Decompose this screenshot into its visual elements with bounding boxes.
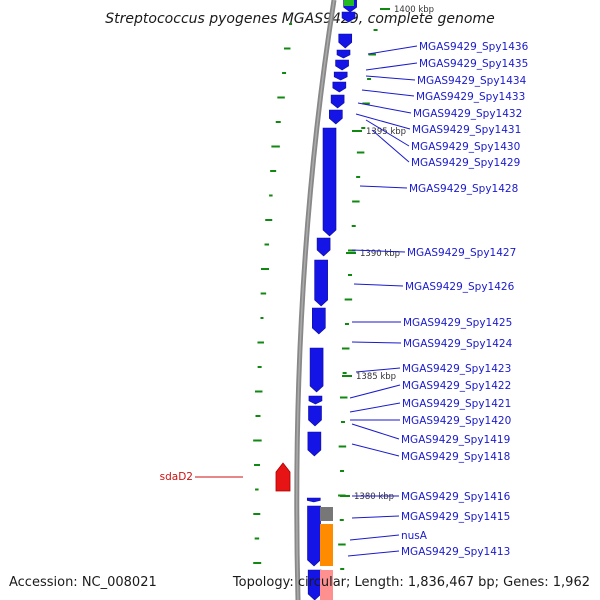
leader-line xyxy=(355,367,401,373)
topology-text: Topology: circular; Length: 1,836,467 bp… xyxy=(232,575,590,590)
gene-arrow[interactable] xyxy=(308,405,322,427)
gene-label[interactable]: MGAS9429_Spy1435 xyxy=(419,58,528,70)
gene-label[interactable]: MGAS9429_Spy1430 xyxy=(411,141,520,153)
gene-label[interactable]: MGAS9429_Spy1429 xyxy=(411,157,520,169)
leader-line xyxy=(353,283,404,287)
leader-line xyxy=(365,119,410,147)
gene-arrow[interactable] xyxy=(308,395,323,405)
gray-gene-block[interactable] xyxy=(320,507,333,521)
gene-arrow[interactable] xyxy=(307,431,322,457)
gene-label[interactable]: MGAS9429_Spy1425 xyxy=(403,317,512,329)
gene-label[interactable]: MGAS9429_Spy1413 xyxy=(401,546,510,558)
gene-arrow[interactable] xyxy=(312,307,326,335)
gene-label[interactable]: MGAS9429_Spy1423 xyxy=(402,363,511,375)
gene-arrow[interactable] xyxy=(333,71,348,81)
gene-label[interactable]: MGAS9429_Spy1422 xyxy=(402,380,511,392)
leader-line xyxy=(359,185,408,189)
genome-backbone-inner xyxy=(296,0,335,600)
leader-line xyxy=(351,443,400,457)
gene-label[interactable]: MGAS9429_Spy1426 xyxy=(405,281,515,293)
leader-line xyxy=(365,75,416,81)
leader-line xyxy=(371,129,410,163)
highlight-gene-sdaD2[interactable]: sdaD2 xyxy=(160,462,291,492)
ruler-tick-label: 1400 kbp xyxy=(394,5,434,15)
leader-line xyxy=(351,515,400,519)
leader-line xyxy=(367,45,418,55)
leader-line xyxy=(365,62,418,71)
ruler-tick-label: 1380 kbp xyxy=(354,492,394,502)
gene-arrow[interactable] xyxy=(338,33,353,49)
page-title: Streptococcus pyogenes MGAS9429, complet… xyxy=(105,11,494,27)
highlight-gene-label[interactable]: sdaD2 xyxy=(160,471,193,483)
gene-label[interactable]: MGAS9429_Spy1421 xyxy=(402,398,511,410)
gc-skew-ticks-left xyxy=(253,23,293,564)
gene-arrow[interactable] xyxy=(307,569,322,600)
leader-line xyxy=(351,341,402,344)
gene-arrow[interactable] xyxy=(314,259,328,307)
gene-arrow[interactable] xyxy=(336,49,351,59)
gene-track xyxy=(306,0,357,600)
gene-label[interactable]: MGAS9429_Spy1432 xyxy=(413,108,522,120)
gene-label[interactable]: MGAS9429_Spy1420 xyxy=(402,415,511,427)
gene-arrow[interactable] xyxy=(332,81,347,93)
green-gene-block xyxy=(344,0,354,6)
gene-label[interactable]: MGAS9429_Spy1433 xyxy=(416,91,525,103)
gene-arrow[interactable] xyxy=(306,497,321,503)
gene-label[interactable]: MGAS9429_Spy1434 xyxy=(417,75,527,87)
gene-arrow[interactable] xyxy=(329,109,343,125)
leader-line xyxy=(351,423,400,440)
gene-arrow[interactable] xyxy=(316,237,331,257)
gene-labels: MGAS9429_Spy1436 MGAS9429_Spy1435 MGAS9429… xyxy=(347,41,529,558)
gene-arrow[interactable] xyxy=(335,59,349,71)
leader-line xyxy=(349,534,400,541)
leader-line xyxy=(355,113,411,130)
gc-skew-ticks-right xyxy=(338,29,378,570)
gene-label[interactable]: MGAS9429_Spy1418 xyxy=(401,451,510,463)
orange-gene-block[interactable] xyxy=(320,524,333,566)
gene-label[interactable]: MGAS9429_Spy1424 xyxy=(403,338,513,350)
gene-label[interactable]: nusA xyxy=(401,530,428,542)
gene-label[interactable]: MGAS9429_Spy1419 xyxy=(401,434,510,446)
leader-line xyxy=(351,249,406,253)
gene-label[interactable]: MGAS9429_Spy1416 xyxy=(401,491,511,503)
leader-line xyxy=(347,550,400,557)
gene-arrow[interactable] xyxy=(330,94,345,109)
gene-label[interactable]: MGAS9429_Spy1428 xyxy=(409,183,518,195)
ruler-tick-label: 1385 kbp xyxy=(356,372,396,382)
gene-label[interactable]: MGAS9429_Spy1427 xyxy=(407,247,516,259)
gene-arrow[interactable] xyxy=(309,347,324,393)
gene-label[interactable]: MGAS9429_Spy1431 xyxy=(412,124,521,136)
leader-line xyxy=(357,102,412,114)
accession-text: Accession: NC_008021 xyxy=(9,575,157,590)
ruler-tick-label: 1390 kbp xyxy=(360,249,400,259)
gene-label[interactable]: MGAS9429_Spy1436 xyxy=(419,41,529,53)
pink-gene-block[interactable] xyxy=(320,570,333,600)
leader-line xyxy=(349,402,401,413)
red-gene-arrow[interactable] xyxy=(275,462,291,492)
gene-arrow[interactable] xyxy=(307,505,321,567)
gene-arrow[interactable] xyxy=(322,127,337,237)
gene-arrow[interactable] xyxy=(341,11,356,23)
leader-line xyxy=(361,89,415,97)
leader-line xyxy=(349,384,401,399)
gene-label[interactable]: MGAS9429_Spy1415 xyxy=(401,511,510,523)
